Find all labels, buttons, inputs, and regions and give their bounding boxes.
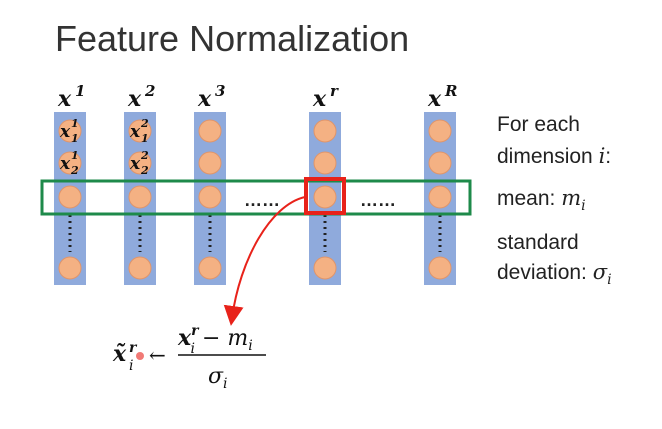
std-label-line2: deviation: σi	[497, 260, 612, 288]
svg-text:i: i	[129, 358, 133, 374]
feature-element-circle	[128, 185, 152, 209]
svg-text:2: 2	[70, 164, 79, 177]
svg-text:1: 1	[141, 132, 149, 145]
svg-text:1: 1	[71, 117, 79, 130]
column-superscript: 3	[215, 82, 225, 100]
svg-text:2: 2	[140, 149, 149, 162]
normalization-formula: x̃ r i ← xr i − mi σi	[112, 323, 266, 392]
feature-element-circle	[128, 256, 152, 280]
horizontal-ellipsis-right: ……	[360, 190, 396, 210]
feature-element-circle	[198, 256, 222, 280]
svg-text:1: 1	[71, 149, 79, 162]
feature-element-circle	[128, 151, 152, 175]
feature-element-circle	[313, 256, 337, 280]
side-explanation: For each dimension i: mean: mi standard …	[497, 113, 612, 288]
column-header-3: x 3	[197, 82, 225, 112]
red-arrow	[223, 196, 306, 326]
feature-element-circle	[428, 185, 452, 209]
side-text-line1: For each	[497, 113, 580, 136]
feature-element-circle	[58, 185, 82, 209]
feature-element-circle	[198, 151, 222, 175]
column-symbol: x	[127, 86, 142, 112]
feature-element-circle	[428, 119, 452, 143]
feature-element-circle	[58, 256, 82, 280]
column-symbol: x	[427, 86, 442, 112]
column-header-r: x r	[312, 82, 339, 112]
svg-text:r: r	[129, 340, 138, 356]
column-superscript: 1	[75, 82, 85, 100]
element-label-x2-1: x 2 1	[129, 117, 149, 145]
element-label-x2-2: x 2 2	[129, 149, 149, 177]
mean-label: mean: mi	[497, 186, 586, 214]
svg-text:x: x	[59, 122, 71, 142]
feature-element-circle	[428, 151, 452, 175]
column-header-2: x 2	[127, 82, 155, 112]
feature-element-circle	[198, 119, 222, 143]
dimension-row-highlight	[40, 179, 472, 216]
svg-text:x: x	[59, 154, 71, 174]
formula-arrow: ←	[149, 343, 166, 367]
feature-element-circle	[428, 256, 452, 280]
formula-denominator: σi	[208, 364, 228, 392]
feature-element-circle	[313, 185, 337, 209]
column-symbol: x	[57, 86, 72, 112]
formula-lhs: x̃	[112, 341, 127, 367]
column-symbol: x	[197, 86, 212, 112]
element-label-x1-1: x 1 1	[59, 117, 79, 145]
slide-title: Feature Normalization	[55, 18, 410, 59]
cursor-dot	[136, 352, 144, 360]
feature-element-circle	[313, 119, 337, 143]
feature-element-circle	[313, 151, 337, 175]
formula-numerator: xr i − mi	[177, 323, 253, 357]
selected-element-highlight	[304, 177, 346, 215]
column-header-1: x 1	[57, 82, 85, 112]
feature-element-circle	[198, 185, 222, 209]
column-superscript: 2	[144, 82, 155, 100]
feature-element-circle	[58, 119, 82, 143]
svg-text:x: x	[129, 122, 141, 142]
svg-text:1: 1	[71, 132, 79, 145]
element-label-x1-2: x 1 2	[59, 149, 79, 177]
column-symbol: x	[312, 86, 327, 112]
column-superscript: R	[444, 82, 457, 100]
side-text-line2: dimension i:	[497, 144, 611, 168]
svg-text:2: 2	[140, 117, 149, 130]
column-superscript: r	[330, 82, 339, 100]
horizontal-ellipsis-left: ……	[244, 190, 280, 210]
svg-text:x: x	[129, 154, 141, 174]
feature-element-circle	[128, 119, 152, 143]
column-header-R: x R	[427, 82, 457, 112]
std-label-line1: standard	[497, 231, 579, 254]
svg-text:2: 2	[140, 164, 149, 177]
feature-element-circle	[58, 151, 82, 175]
